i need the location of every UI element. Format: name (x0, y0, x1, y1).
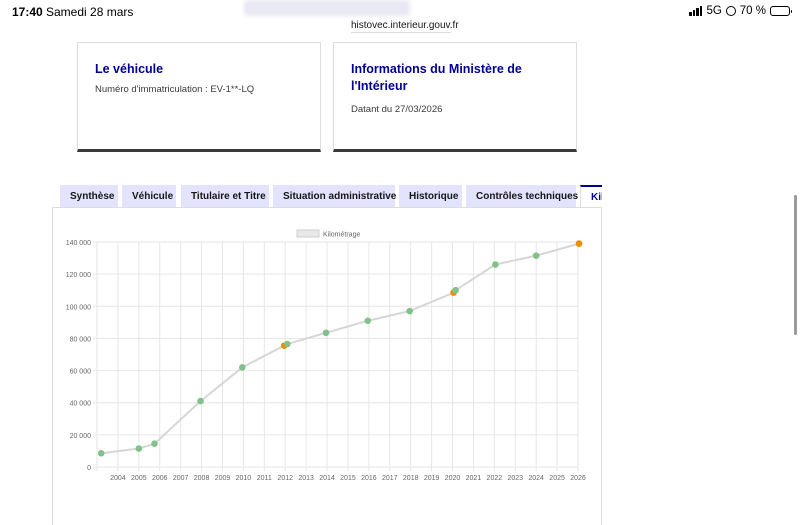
tab-bar: Synthèse Véhicule Titulaire et Titre Sit… (60, 185, 602, 207)
x-tick-label: 2013 (298, 475, 314, 482)
mileage-data-point (406, 307, 413, 315)
status-indicators: 5G 70 % (689, 5, 792, 17)
mileage-data-point (284, 340, 291, 348)
mileage-chart-panel: 0 20 000 40 000 60 000 80 000 100 000 120 000 1… (52, 207, 602, 525)
x-tick-label: 2023 (507, 475, 523, 482)
tab-situation-administrative[interactable]: Situation administrative (273, 185, 396, 207)
tab-kilometrage[interactable]: Kil (580, 185, 602, 207)
status-bar: 17:40 Samedi 28 mars 5G 70 % (0, 0, 800, 24)
x-tick-label: 2014 (319, 475, 335, 482)
mileage-data-point (151, 440, 158, 447)
mileage-data-point (97, 450, 105, 457)
x-tick-label: 2015 (340, 475, 356, 482)
x-tick-label: 2008 (194, 475, 210, 482)
mileage-data-point (452, 286, 459, 294)
mileage-series-line (101, 242, 580, 455)
x-tick-label: 2006 (152, 475, 168, 482)
tab-historique[interactable]: Historique (399, 185, 462, 207)
x-tick-label: 2017 (382, 475, 398, 482)
scrollbar[interactable] (794, 195, 797, 335)
x-tick-label: 2019 (424, 475, 440, 482)
status-time: 17:40 (12, 5, 43, 19)
mileage-data-point (492, 261, 499, 268)
legend-label: Kilométrage (323, 232, 360, 239)
ministry-date: Datant du 27/03/2026 (351, 104, 443, 115)
x-tick-label: 2009 (215, 475, 231, 482)
mileage-chart: 0 20 000 40 000 60 000 80 000 100 000 120 000 1… (66, 229, 586, 482)
mileage-data-point (532, 252, 540, 259)
mileage-data-point (322, 329, 330, 337)
tab-synthese[interactable]: Synthèse (60, 185, 118, 207)
battery-icon (770, 6, 792, 16)
x-tick-label: 2016 (361, 475, 377, 482)
y-tick-label: 20 000 (70, 433, 92, 440)
network-type: 5G (706, 5, 722, 17)
y-tick-label: 120 000 (66, 272, 91, 279)
x-tick-label: 2004 (110, 475, 126, 482)
url-divider (351, 32, 451, 33)
url-text[interactable]: histovec.interieur.gouv.fr (351, 20, 459, 31)
ministry-title-line2: l'Intérieur (351, 79, 408, 93)
x-tick-label: 2020 (445, 475, 461, 482)
ministry-title-line1: Informations du Ministère de (351, 62, 522, 76)
x-tick-label: 2011 (257, 475, 272, 482)
y-tick-label: 80 000 (70, 336, 92, 343)
x-tick-label: 2024 (528, 475, 544, 482)
y-tick-label: 140 000 (66, 240, 91, 247)
vehicle-card: Le véhicule Numéro d'immatriculation : E… (77, 42, 321, 152)
signal-strength-icon (689, 6, 703, 16)
x-tick-label: 2010 (236, 475, 252, 482)
tab-controles-techniques[interactable]: Contrôles techniques (466, 185, 578, 207)
status-date: Samedi 28 mars (46, 5, 134, 19)
y-tick-label: 60 000 (70, 369, 92, 376)
battery-percent: 70 % (739, 5, 766, 17)
x-tick-label: 2012 (277, 475, 293, 482)
vehicle-card-title: Le véhicule (95, 62, 164, 76)
mileage-data-point (197, 397, 204, 405)
tab-titulaire[interactable]: Titulaire et Titre (181, 185, 269, 207)
mileage-data-point (575, 240, 583, 247)
x-tick-label: 2025 (549, 475, 565, 482)
y-tick-label: 100 000 (66, 304, 91, 311)
mileage-data-point (364, 317, 372, 325)
x-tick-label: 2005 (131, 475, 147, 482)
x-tick-label: 2018 (403, 475, 419, 482)
y-tick-label: 40 000 (70, 401, 92, 408)
x-tick-label: 2026 (570, 475, 586, 482)
y-tick-label: 0 (87, 465, 91, 472)
legend-swatch (296, 229, 320, 238)
blurred-banner (244, 0, 410, 16)
tab-vehicule[interactable]: Véhicule (122, 185, 176, 207)
rotation-lock-icon (725, 6, 736, 16)
x-tick-label: 2007 (173, 475, 189, 482)
ministry-card-title: Informations du Ministère de l'Intérieur (351, 61, 559, 95)
x-tick-label: 2022 (487, 475, 503, 482)
mileage-data-point (239, 364, 246, 371)
ministry-card: Informations du Ministère de l'Intérieur… (333, 42, 577, 152)
mileage-data-point (135, 445, 143, 452)
registration-number: Numéro d'immatriculation : EV-1**-LQ (95, 84, 255, 95)
x-tick-label: 2021 (466, 475, 482, 482)
